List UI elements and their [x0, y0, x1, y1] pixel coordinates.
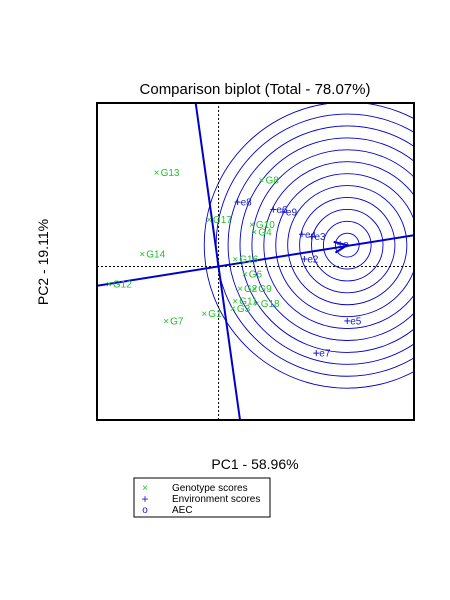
- y-axis-label: PC2 - 19.11%: [35, 219, 51, 305]
- genotype-marker-g2: ×: [237, 284, 243, 295]
- genotype-marker-g11: ×: [232, 297, 238, 308]
- genotype-label-g17: G17: [213, 215, 232, 226]
- genotype-marker-g17: ×: [206, 215, 212, 226]
- aec-abscissa-line: [97, 234, 414, 287]
- genotype-marker-g12: ×: [106, 279, 112, 290]
- environment-label-e8: e8: [241, 198, 253, 209]
- genotype-label-g7: G7: [170, 316, 184, 327]
- aec-circle-6: [263, 161, 414, 330]
- genotype-marker-g8: ×: [259, 175, 265, 186]
- genotype-marker-g10: ×: [249, 220, 255, 231]
- aec-circle-7: [251, 149, 414, 341]
- genotype-label-g16: G16: [239, 255, 258, 266]
- plot-area: × G13× G8× G17 × G10× G4× G14 × G16× G12× G6× G2× G9×…: [97, 103, 414, 420]
- environment-label-e7: e7: [319, 349, 331, 360]
- aec-arrow-head: [333, 240, 350, 254]
- aec-circle-2: [311, 208, 384, 282]
- aec-circle-3: [299, 197, 396, 294]
- aec-circle-8: [239, 137, 414, 353]
- aec-circle-5: [275, 173, 414, 318]
- environment-label-e3: e3: [315, 232, 327, 243]
- aec-ordinate-line: [194, 103, 241, 420]
- genotype-label-g12: G12: [113, 279, 132, 290]
- environment-label-e6: e6: [276, 205, 288, 216]
- environment-label-e4: e4: [305, 230, 317, 241]
- environment-label-e2: e2: [307, 255, 319, 266]
- genotype-marker-g16: ×: [232, 255, 238, 266]
- genotype-label-g2: G2: [244, 284, 258, 295]
- x-axis-label: PC1 - 58.96%: [211, 456, 298, 472]
- aec-circle-9: [227, 125, 414, 365]
- legend-environment-label: Environment scores: [172, 494, 260, 505]
- genotype-label-g4: G4: [258, 227, 272, 238]
- legend-genotype-label: Genotype scores: [172, 483, 248, 494]
- legend-box: [133, 477, 271, 518]
- genotype-label-g8: G8: [265, 175, 279, 186]
- genotype-label-g10: G10: [256, 220, 275, 231]
- genotype-label-g1: G1: [208, 309, 222, 320]
- genotype-label-g14: G14: [146, 250, 165, 261]
- aec-circle-0: [334, 232, 360, 258]
- genotype-marker-g3: ×: [230, 304, 236, 315]
- aec-circle-11: [203, 103, 414, 389]
- genotype-marker-g18: ×: [254, 299, 260, 310]
- legend-aec-symbol: o: [142, 505, 148, 516]
- genotype-marker-g9: ×: [251, 284, 257, 295]
- genotype-marker-g14: ×: [139, 250, 145, 261]
- genotype-marker-g6: ×: [242, 269, 248, 280]
- environment-label-e5: e5: [350, 316, 362, 327]
- genotype-label-g3: G3: [237, 304, 251, 315]
- genotype-marker-g4: ×: [251, 227, 257, 238]
- aec-circle-1: [322, 220, 372, 270]
- plot-frame: [96, 102, 415, 421]
- legend-environment-symbol: +: [141, 492, 148, 506]
- legend-genotype-symbol: ×: [142, 483, 148, 494]
- genotype-label-g6: G6: [249, 269, 263, 280]
- environment-label-e: e: [343, 240, 349, 251]
- genotype-marker-g13: ×: [154, 168, 160, 179]
- genotype-label-g9: G9: [258, 284, 272, 295]
- chart-title: Comparison biplot (Total - 78.07%): [140, 81, 371, 98]
- aec-circle-4: [287, 185, 408, 306]
- legend: × Genotype scores + Environment scores o…: [133, 477, 271, 518]
- genotype-label-g11: G11: [239, 297, 258, 308]
- environment-label-e9: e9: [286, 207, 298, 218]
- genotype-label-g18: G18: [261, 299, 280, 310]
- genotype-marker-g1: ×: [201, 309, 207, 320]
- legend-aec-label: AEC: [172, 505, 193, 516]
- genotype-label-g13: G13: [161, 168, 180, 179]
- genotype-marker-g7: ×: [163, 316, 169, 327]
